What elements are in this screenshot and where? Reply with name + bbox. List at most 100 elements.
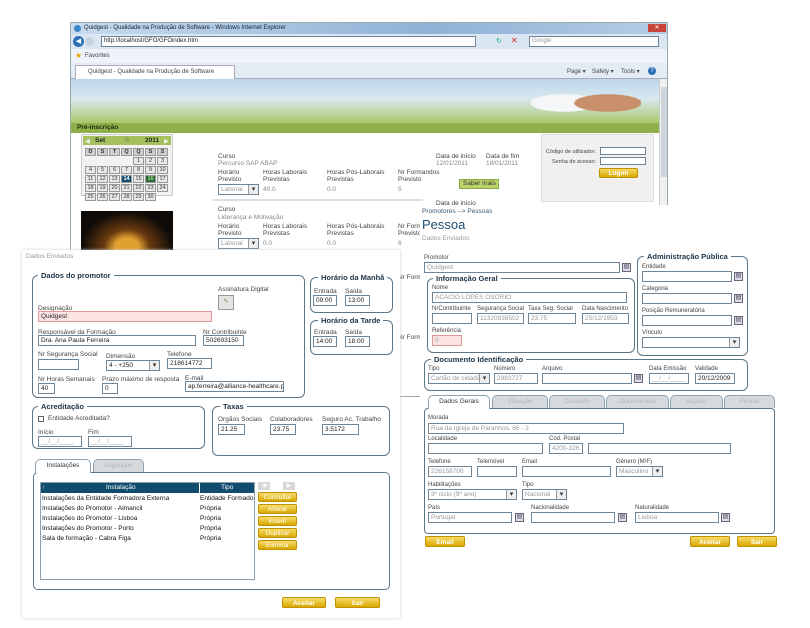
calendar-day[interactable]: 21: [121, 184, 132, 192]
prazo-input[interactable]: 0: [102, 383, 118, 394]
sort-icon[interactable]: ↑: [42, 484, 46, 491]
doc-validade-input[interactable]: 20/12/2009: [695, 373, 735, 384]
aceitar-button[interactable]: Aceitar: [690, 536, 730, 547]
nacionalidade-input[interactable]: [531, 512, 615, 523]
referencia-input[interactable]: 0: [432, 335, 462, 346]
calendar-day[interactable]: 25: [85, 193, 96, 201]
forward-button[interactable]: [85, 37, 94, 46]
orgaos-input[interactable]: 21.25: [218, 424, 245, 435]
calendar-day[interactable]: 24: [157, 184, 168, 192]
tab-contrato[interactable]: Contrato: [549, 395, 605, 408]
calendar-day[interactable]: 23: [145, 184, 156, 192]
logon-button[interactable]: Logon: [599, 168, 638, 178]
lookup-icon[interactable]: ▤: [734, 272, 743, 281]
lookup-icon[interactable]: ▤: [734, 294, 743, 303]
horas-input[interactable]: 40: [38, 383, 55, 394]
categoria-input[interactable]: [642, 293, 732, 304]
fim-input[interactable]: __/__/____: [88, 436, 132, 447]
browser-tab[interactable]: Quidgest - Qualidade na Produção de Soft…: [75, 65, 235, 79]
schedule-select[interactable]: Laboral: [218, 238, 259, 249]
next-arrow-button[interactable]: ▶: [283, 482, 295, 490]
calendar-day[interactable]: 29: [133, 193, 144, 201]
aceitar-button[interactable]: Aceitar: [282, 597, 326, 608]
lookup-icon[interactable]: ▤: [721, 513, 730, 522]
table-row[interactable]: Instalações da Entidade Formadora Extern…: [41, 494, 254, 504]
consultar-button[interactable]: Consultar: [258, 492, 297, 502]
tab-instalacoes[interactable]: Instalações: [35, 459, 91, 473]
refresh-icon[interactable]: ↻: [496, 38, 502, 45]
tab-dados-gerais[interactable]: Dados Gerais: [428, 395, 490, 409]
calendar-day[interactable]: 17: [157, 175, 168, 183]
column-header-tipo[interactable]: Tipo: [221, 484, 234, 491]
afternoon-exit-input[interactable]: 18:00: [345, 336, 370, 347]
seg-social-input[interactable]: [38, 359, 79, 370]
calendar-day[interactable]: 3: [157, 157, 168, 165]
calendar-prev-month[interactable]: ◀: [85, 138, 90, 145]
tab-accoes[interactable]: Acções: [670, 395, 723, 408]
page-menu[interactable]: Page ▾: [567, 69, 586, 75]
entidade-input[interactable]: [642, 271, 732, 282]
calendar-day[interactable]: 8: [133, 166, 144, 174]
acreditada-checkbox[interactable]: [38, 416, 44, 422]
tab-fichas[interactable]: Fichas: [724, 395, 775, 408]
taxa-input[interactable]: 23.75: [528, 313, 576, 324]
calendar-day[interactable]: 12: [97, 175, 108, 183]
lookup-icon[interactable]: ▤: [622, 263, 631, 272]
tab-documentos[interactable]: Documentos: [606, 395, 669, 408]
table-row[interactable]: Instalações do Promotor - Almancil Própri…: [41, 504, 254, 514]
calendar-day[interactable]: 16: [145, 175, 156, 183]
doc-numero-input[interactable]: 2983727: [494, 373, 538, 384]
tab-logotipos[interactable]: Logotipos: [93, 459, 144, 472]
stop-icon[interactable]: ✕: [511, 36, 518, 45]
calendar-day[interactable]: 30: [145, 193, 156, 201]
calendar-next-year[interactable]: ▶: [164, 138, 169, 145]
codigo-postal-input[interactable]: 4200-326: [549, 443, 583, 454]
safety-menu[interactable]: Safety ▾: [592, 69, 614, 75]
email-button[interactable]: Email: [425, 536, 465, 547]
lookup-icon[interactable]: ▤: [634, 374, 643, 383]
codigo-postal-desc-input[interactable]: [588, 443, 731, 454]
calendar-day[interactable]: 27: [109, 193, 120, 201]
telefone-input[interactable]: 218614772: [167, 358, 212, 369]
telefone-input[interactable]: 226158700: [428, 466, 472, 477]
calendar-day[interactable]: 10: [157, 166, 168, 174]
sair-button[interactable]: Sair: [335, 597, 380, 608]
calendar-day[interactable]: 2: [145, 157, 156, 165]
signature-icon[interactable]: ✎: [218, 295, 234, 310]
tools-menu[interactable]: Tools ▾: [621, 69, 640, 75]
tab-situacao[interactable]: Situação: [492, 395, 548, 408]
search-input[interactable]: Google: [529, 36, 659, 47]
calendar-today-icon[interactable]: ⌂: [125, 136, 129, 143]
vinculo-select[interactable]: [642, 337, 740, 348]
calendar-day[interactable]: 7: [121, 166, 132, 174]
pais-input[interactable]: Portugal: [428, 512, 512, 523]
address-input[interactable]: http://localhost/GFO/GFOindex.htm: [101, 36, 476, 47]
table-row[interactable]: Instalações do Promotor - Porto Própria: [41, 524, 254, 534]
designacao-input[interactable]: Quidgest: [38, 311, 212, 322]
alterar-button[interactable]: Alterar: [258, 504, 297, 514]
afternoon-entry-input[interactable]: 14:00: [313, 336, 337, 347]
email-input[interactable]: ap.ferreira@alliance-healthcare.pt: [185, 381, 284, 392]
calendar-day[interactable]: 15: [133, 175, 144, 183]
doc-emissao-input[interactable]: __/__/____: [649, 373, 689, 384]
calendar-day[interactable]: 9: [145, 166, 156, 174]
close-window-button[interactable]: ✕: [648, 24, 666, 32]
contribuinte-input[interactable]: 502693150: [203, 335, 244, 346]
email-input[interactable]: [522, 466, 611, 477]
inicio-input[interactable]: __/__/____: [38, 436, 82, 447]
seguro-input[interactable]: 3.5172: [322, 424, 359, 435]
doc-tipo-select[interactable]: Cartão de cidadão: [428, 373, 490, 384]
nome-input[interactable]: ACACIO LOPES OSORIO: [432, 292, 627, 303]
calendar-day[interactable]: 20: [109, 184, 120, 192]
calendar-day[interactable]: 19: [97, 184, 108, 192]
calendar-day[interactable]: 28: [121, 193, 132, 201]
responsavel-input[interactable]: Dra. Ana Paula Ferreira: [38, 335, 196, 346]
calendar-day[interactable]: 11: [85, 175, 96, 183]
table-row[interactable]: Instalações do Promotor - Lisboa Própria: [41, 514, 254, 524]
contribuinte-input[interactable]: [432, 313, 472, 324]
calendar-day[interactable]: 26: [97, 193, 108, 201]
help-icon[interactable]: ?: [648, 67, 656, 75]
prev-arrow-button[interactable]: ◀: [258, 482, 270, 490]
calendar-day[interactable]: 22: [133, 184, 144, 192]
promotor-input[interactable]: Quidgest: [424, 262, 620, 273]
